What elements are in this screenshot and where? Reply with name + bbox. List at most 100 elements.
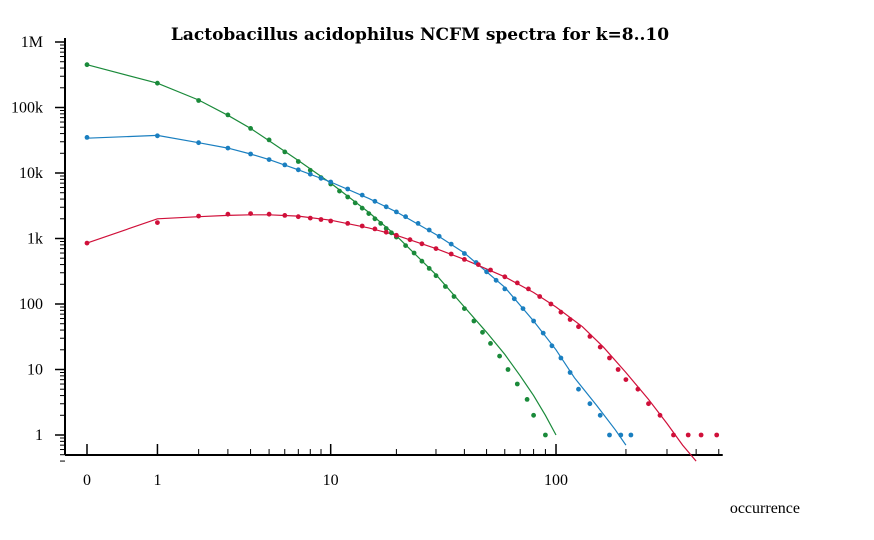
data-point-series-2 bbox=[196, 140, 202, 146]
data-point-series-3 bbox=[196, 213, 202, 219]
data-point-series-1 bbox=[426, 266, 432, 271]
data-point-series-2 bbox=[318, 175, 324, 181]
data-point-series-2 bbox=[531, 318, 536, 324]
data-point-series-3 bbox=[475, 262, 481, 267]
y-tick-label: 10 bbox=[27, 362, 43, 379]
fit-line-series-3 bbox=[86, 214, 697, 462]
data-point-series-3 bbox=[514, 280, 520, 286]
chart-title: Lactobacillus acidophilus NCFM spectra f… bbox=[171, 25, 669, 45]
data-point-series-2 bbox=[567, 370, 573, 375]
data-point-series-3 bbox=[587, 334, 593, 339]
data-point-series-3 bbox=[359, 223, 365, 229]
y-tick-label: 100 bbox=[19, 296, 43, 313]
data-point-series-1 bbox=[383, 226, 389, 231]
data-point-series-2 bbox=[587, 401, 593, 407]
data-point-series-3 bbox=[615, 367, 621, 372]
data-point-series-1 bbox=[543, 432, 548, 438]
data-point-series-2 bbox=[607, 432, 612, 438]
data-point-series-2 bbox=[403, 214, 408, 220]
data-point-series-2 bbox=[328, 179, 334, 185]
data-point-series-2 bbox=[549, 343, 555, 349]
data-point-series-1 bbox=[345, 194, 351, 200]
data-point-series-1 bbox=[480, 329, 485, 335]
data-point-series-2 bbox=[462, 251, 467, 256]
data-point-series-1 bbox=[433, 273, 439, 279]
data-point-series-3 bbox=[558, 309, 564, 315]
data-point-series-2 bbox=[576, 386, 581, 392]
data-points bbox=[84, 62, 720, 438]
data-point-series-2 bbox=[394, 209, 399, 215]
data-point-series-3 bbox=[502, 274, 508, 280]
data-point-series-3 bbox=[225, 211, 231, 217]
data-point-series-3 bbox=[248, 211, 254, 217]
data-point-series-3 bbox=[448, 251, 454, 257]
data-point-series-2 bbox=[248, 151, 254, 157]
data-point-series-3 bbox=[548, 301, 554, 307]
data-point-series-1 bbox=[524, 397, 530, 402]
data-point-series-3 bbox=[488, 267, 493, 273]
data-point-series-3 bbox=[462, 257, 467, 262]
data-point-series-3 bbox=[433, 246, 439, 252]
data-point-series-1 bbox=[196, 98, 202, 103]
data-point-series-3 bbox=[394, 232, 399, 238]
x-tick-label: 10 bbox=[323, 472, 339, 489]
data-point-series-2 bbox=[540, 330, 546, 336]
data-point-series-1 bbox=[155, 80, 160, 86]
x-axis-label: occurrence bbox=[730, 500, 800, 517]
data-point-series-2 bbox=[282, 162, 288, 168]
data-point-series-2 bbox=[484, 269, 489, 275]
data-point-series-3 bbox=[567, 317, 573, 322]
data-point-series-3 bbox=[635, 386, 641, 392]
data-point-series-1 bbox=[451, 294, 457, 299]
y-tick-label: 100k bbox=[11, 100, 43, 117]
fit-lines bbox=[86, 64, 697, 462]
data-point-series-1 bbox=[225, 112, 231, 118]
data-point-series-3 bbox=[318, 217, 324, 222]
y-tick-label: 10k bbox=[19, 165, 43, 182]
data-point-series-3 bbox=[698, 432, 704, 438]
data-point-series-3 bbox=[328, 218, 334, 224]
data-point-series-1 bbox=[337, 188, 342, 194]
data-point-series-2 bbox=[266, 157, 272, 163]
data-point-series-1 bbox=[266, 137, 272, 143]
data-point-series-3 bbox=[714, 432, 720, 438]
x-tick-label: 0 bbox=[83, 472, 91, 489]
data-point-series-2 bbox=[436, 233, 442, 239]
axes: 1 10 100 1k 10k 100k 1M 0 1 10 100 bbox=[11, 34, 723, 489]
data-point-series-3 bbox=[419, 241, 425, 247]
data-point-series-1 bbox=[84, 62, 90, 68]
data-point-series-1 bbox=[389, 230, 394, 236]
data-point-series-2 bbox=[345, 186, 351, 192]
data-point-series-2 bbox=[84, 135, 90, 140]
data-point-series-1 bbox=[282, 149, 288, 155]
data-point-series-3 bbox=[537, 294, 543, 299]
data-point-series-2 bbox=[415, 221, 421, 226]
data-point-series-2 bbox=[372, 198, 378, 204]
data-point-series-1 bbox=[419, 258, 425, 264]
x-tick-label: 1 bbox=[153, 472, 161, 489]
data-point-series-3 bbox=[597, 344, 603, 350]
data-point-series-1 bbox=[531, 412, 536, 418]
data-point-series-1 bbox=[352, 200, 358, 206]
data-point-series-3 bbox=[576, 324, 581, 330]
data-point-series-1 bbox=[295, 159, 301, 164]
data-point-series-2 bbox=[359, 192, 365, 198]
data-point-series-1 bbox=[359, 205, 365, 211]
data-point-series-3 bbox=[607, 355, 612, 361]
data-point-series-3 bbox=[383, 229, 389, 235]
data-point-series-2 bbox=[448, 241, 454, 247]
data-point-series-2 bbox=[493, 277, 499, 283]
data-point-series-2 bbox=[155, 133, 160, 139]
data-point-series-1 bbox=[403, 243, 408, 249]
data-point-series-1 bbox=[443, 284, 448, 289]
fit-line-series-1 bbox=[86, 64, 557, 436]
data-point-series-1 bbox=[462, 306, 467, 311]
data-point-series-1 bbox=[372, 216, 378, 222]
data-point-series-2 bbox=[383, 204, 389, 210]
y-tick-label: 1M bbox=[21, 34, 43, 51]
data-point-series-3 bbox=[295, 214, 301, 220]
data-point-series-3 bbox=[345, 221, 351, 226]
data-point-series-2 bbox=[618, 432, 624, 438]
data-point-series-3 bbox=[657, 412, 663, 418]
